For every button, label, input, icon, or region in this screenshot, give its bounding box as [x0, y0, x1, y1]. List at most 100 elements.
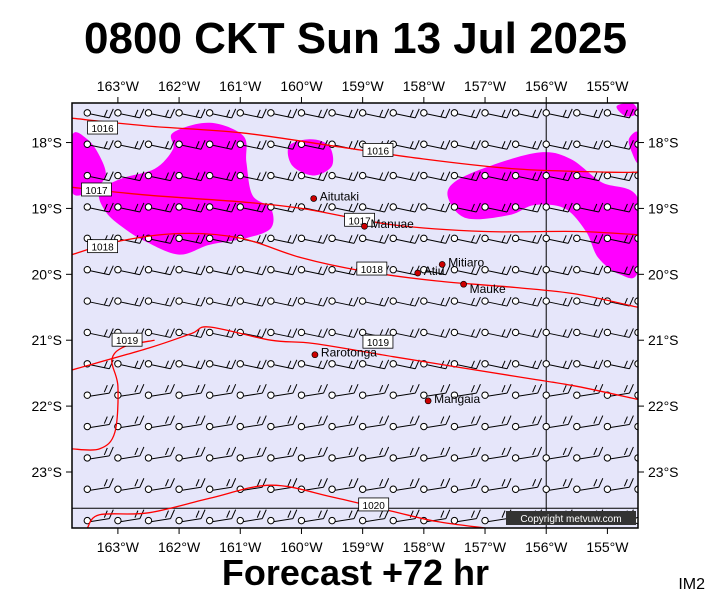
wind-barb: [236, 446, 267, 462]
rain-area: [287, 139, 334, 176]
wind-barb: [297, 359, 328, 370]
wind-barb: [236, 359, 267, 370]
wind-barb: [542, 328, 573, 338]
wind-barb: [267, 296, 298, 307]
wind-barb: [236, 509, 267, 525]
place-dot: [414, 269, 422, 277]
wind-barb: [144, 383, 175, 399]
wind-barb: [389, 446, 420, 462]
wind-barb: [205, 140, 237, 150]
place-marker: Mauke: [460, 280, 506, 296]
wind-barb: [542, 478, 573, 493]
wind-barb: [83, 415, 114, 431]
chart-title: 0800 CKT Sun 13 Jul 2025: [84, 14, 627, 63]
wind-barb: [542, 383, 573, 399]
svg-text:1020: 1020: [363, 501, 386, 512]
svg-text:1019: 1019: [367, 338, 390, 349]
wind-barb: [297, 415, 328, 431]
wind-barb: [297, 171, 328, 182]
wind-barb: [267, 108, 298, 119]
isobar-label: 1017: [81, 182, 112, 197]
wind-barb: [603, 202, 634, 213]
rain-area: [628, 131, 638, 163]
wind-barb: [511, 328, 543, 338]
wind-barb: [481, 234, 512, 244]
place-dot: [460, 280, 467, 288]
wind-barb: [114, 202, 145, 213]
place-dot: [361, 222, 368, 230]
wind-barb: [603, 108, 634, 119]
wind-barb: [328, 234, 359, 244]
wind-barb: [450, 509, 481, 525]
wind-barb: [573, 171, 604, 182]
wind-barb: [267, 171, 298, 182]
lon-label-top: 161°W: [219, 78, 262, 94]
wind-barb: [389, 171, 420, 182]
wind-barb: [389, 478, 420, 493]
wind-barb: [205, 202, 237, 213]
wind-barb: [511, 415, 543, 431]
wind-barb: [144, 140, 175, 150]
wind-barb: [573, 478, 604, 493]
wind-barb: [144, 296, 175, 307]
lat-label-right: 21°S: [648, 332, 679, 348]
wind-barb: [634, 360, 638, 368]
wind-barb: [511, 359, 543, 370]
wind-barb: [573, 446, 604, 462]
wind-barb: [542, 359, 573, 370]
wind-barb: [328, 171, 359, 182]
lat-label-right: 20°S: [648, 266, 679, 282]
lat-label-left: 18°S: [31, 135, 62, 151]
wind-barb: [267, 234, 298, 244]
wind-barb: [573, 108, 604, 119]
lon-label-bottom: 156°W: [525, 539, 568, 555]
wind-barb: [114, 108, 145, 119]
wind-barb: [358, 383, 390, 399]
wind-barb: [175, 509, 206, 525]
place-label: Aitutaki: [320, 190, 359, 204]
wind-barb: [542, 108, 573, 119]
wind-barb: [603, 478, 634, 493]
wind-barb: [83, 202, 114, 213]
wind-barb: [481, 171, 512, 182]
wind-barb: [175, 202, 206, 213]
place-label: Mangaia: [434, 392, 480, 406]
wind-barb: [450, 328, 481, 338]
wind-barb: [511, 265, 543, 276]
wind-barb: [236, 108, 267, 119]
svg-text:1017: 1017: [348, 216, 371, 227]
wind-barb: [603, 415, 634, 431]
wind-barb: [83, 140, 114, 150]
place-label: Manuae: [370, 217, 414, 231]
wind-barb: [420, 446, 451, 462]
copyright-text: Copyright metvuw.com: [520, 514, 621, 525]
wind-barb: [481, 296, 512, 307]
wind-barb: [175, 359, 206, 370]
wind-barb: [573, 359, 604, 370]
wind-barb: [236, 383, 267, 399]
place-dot: [438, 261, 446, 268]
wind-barb: [573, 415, 604, 431]
wind-barb: [83, 328, 114, 338]
place-marker: Manuae: [361, 217, 414, 231]
wind-barb: [542, 296, 573, 307]
wind-barb: [481, 478, 512, 493]
wind-barb: [83, 265, 114, 276]
wind-barb: [144, 265, 175, 276]
wind-barb: [573, 383, 604, 399]
wind-barb: [542, 171, 573, 182]
wind-barb: [603, 446, 634, 462]
wind-barb: [83, 296, 114, 307]
wind-barb: [297, 108, 328, 119]
lon-label-bottom: 159°W: [342, 539, 385, 555]
wind-barb: [358, 478, 390, 493]
wind-barb: [511, 234, 543, 244]
wind-barb: [450, 383, 481, 399]
lat-label-left: 20°S: [31, 266, 62, 282]
wind-barb: [236, 265, 267, 276]
lon-label-top: 163°W: [97, 78, 140, 94]
svg-text:1016: 1016: [91, 124, 114, 135]
wind-barb: [297, 234, 328, 244]
rain-area: [447, 152, 638, 279]
wind-barb: [389, 108, 420, 119]
